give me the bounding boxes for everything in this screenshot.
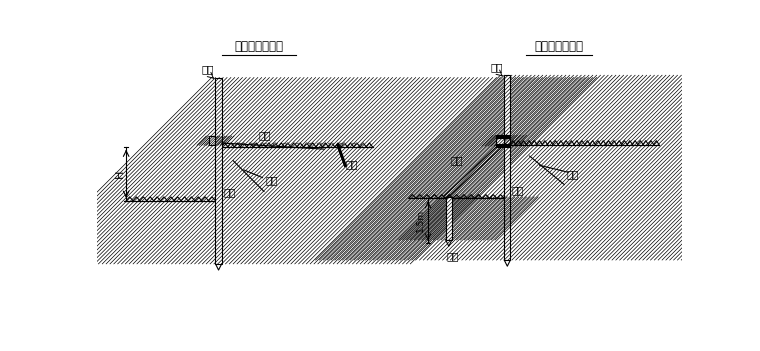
Bar	[445, 197, 452, 240]
Text: H: H	[115, 170, 125, 178]
Text: 斜撑: 斜撑	[450, 155, 463, 165]
Text: 锚桩: 锚桩	[346, 159, 358, 169]
Text: 桩柱: 桩柱	[490, 62, 502, 72]
Bar	[496, 144, 511, 147]
Text: 填土: 填土	[265, 175, 278, 185]
Text: 挡板: 挡板	[512, 185, 524, 196]
Text: 挡板: 挡板	[223, 188, 236, 198]
Text: 锚固支撑示意图: 锚固支撑示意图	[234, 40, 283, 53]
Bar	[496, 134, 511, 138]
Text: 拉杆: 拉杆	[258, 130, 271, 140]
Bar	[208, 136, 216, 145]
Text: 桩柱: 桩柱	[201, 65, 214, 74]
Text: 斜柱支撑示意图: 斜柱支撑示意图	[534, 40, 584, 53]
Text: 1.5m: 1.5m	[416, 209, 425, 232]
Text: 填土: 填土	[567, 169, 579, 179]
Text: 撑桩: 撑桩	[446, 251, 459, 261]
Bar	[496, 135, 504, 146]
Bar	[504, 75, 511, 260]
Bar	[216, 78, 222, 264]
